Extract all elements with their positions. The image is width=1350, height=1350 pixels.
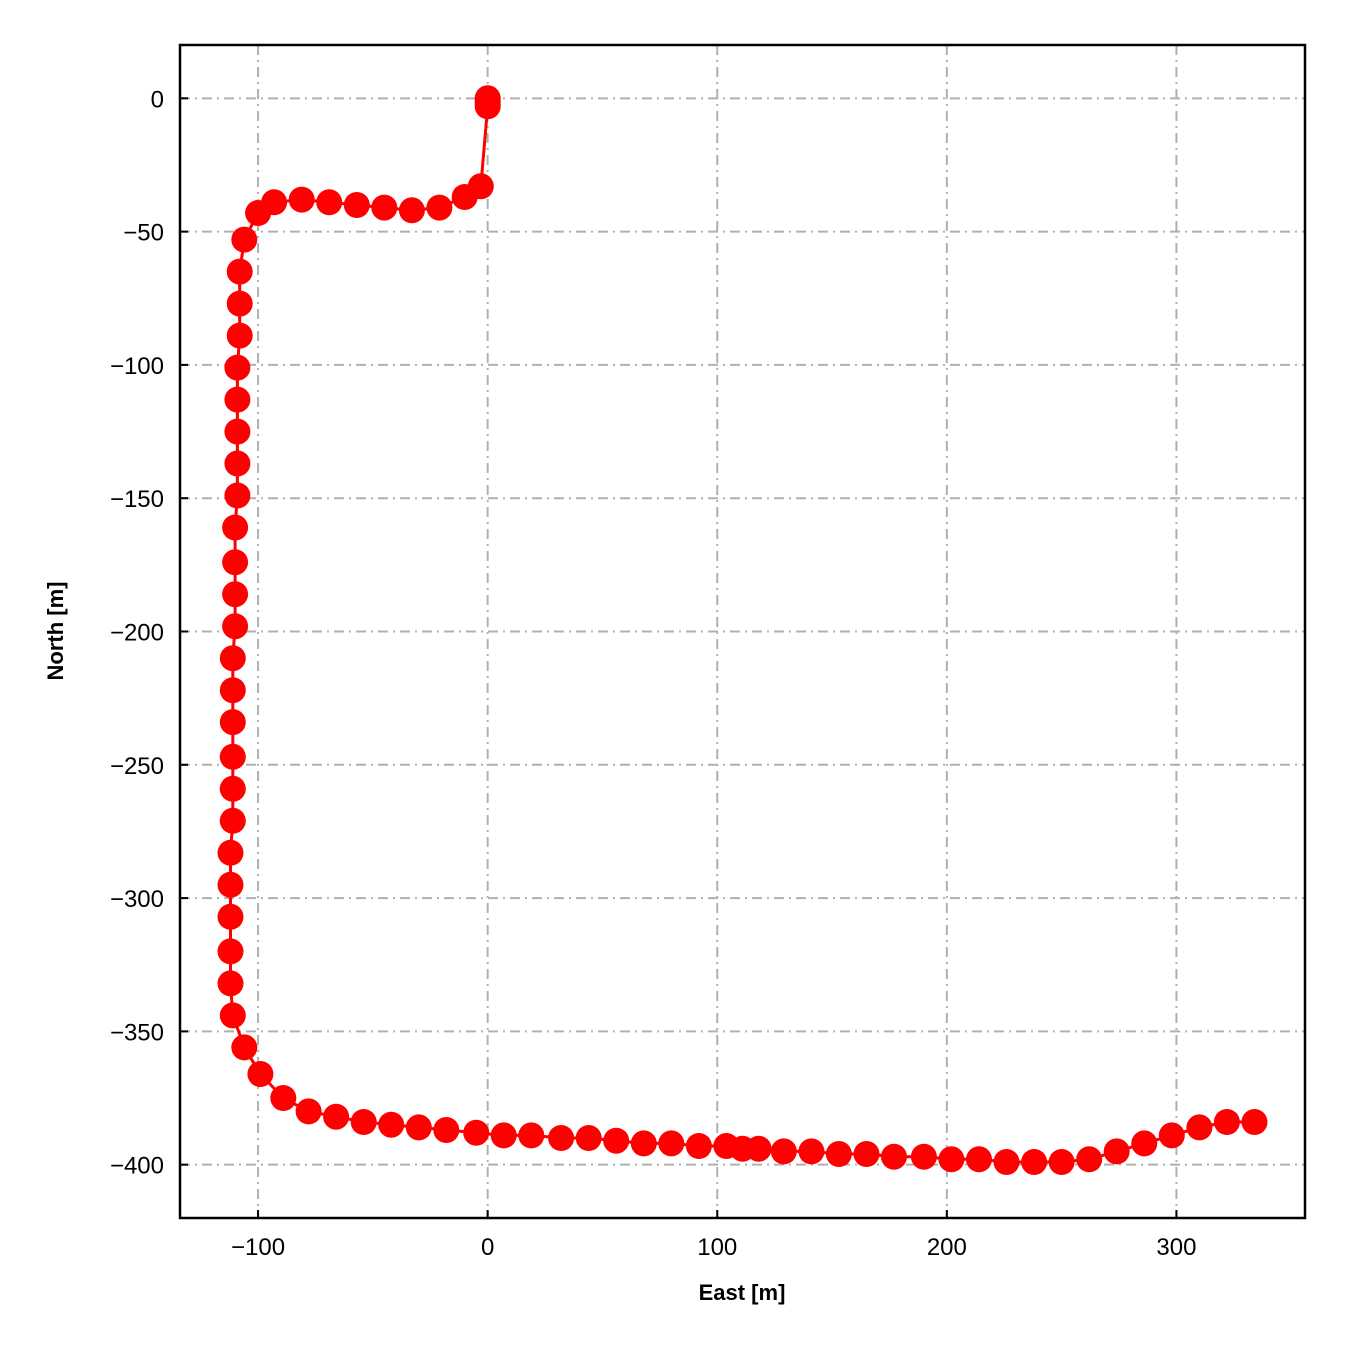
data-point [224,418,251,445]
data-point [853,1141,880,1167]
data-point [222,514,249,541]
data-point [217,903,244,930]
x-tick-label: 100 [697,1234,737,1261]
data-point [231,1034,258,1061]
data-point [217,871,244,898]
data-point [288,186,315,213]
data-point [745,1135,772,1162]
x-axis-label: East [m] [699,1280,786,1305]
data-point [1131,1130,1158,1157]
data-point [575,1125,602,1151]
data-point [474,93,501,120]
data-point [881,1143,907,1170]
y-tick-label: 0 [151,86,164,113]
data-point [350,1109,377,1135]
data-point [219,775,246,802]
data-point [1241,1109,1268,1135]
y-tick-label: −400 [110,1153,164,1180]
data-point [224,386,251,413]
data-point [270,1085,297,1111]
x-tick-label: 200 [927,1234,967,1261]
data-point [1213,1109,1240,1135]
data-point [295,1098,322,1125]
data-point [603,1127,630,1154]
data-point [770,1138,797,1165]
data-point [245,200,272,226]
data-point [658,1130,685,1157]
data-point [247,1061,274,1087]
data-point [371,194,398,221]
data-point [224,482,251,509]
data-point [219,1002,246,1029]
data-point [217,938,244,965]
y-tick-label: −200 [110,620,164,647]
data-point [1186,1114,1213,1141]
data-point [1076,1146,1103,1173]
y-tick-label: −250 [110,753,164,780]
data-point [323,1103,350,1130]
data-point [1021,1149,1048,1175]
data-point [490,1122,517,1149]
data-point [463,1119,490,1146]
data-point [219,743,246,770]
data-point [685,1133,712,1159]
data-point [231,226,258,253]
data-point [219,677,246,704]
data-point [630,1130,657,1157]
data-point [219,709,246,736]
data-point [405,1114,432,1141]
y-tick-label: −350 [110,1019,164,1046]
data-point [426,194,453,221]
data-point [222,581,249,608]
data-point [1048,1149,1075,1175]
data-point [378,1111,405,1138]
data-point [219,645,246,672]
data-point [316,189,343,216]
data-point [226,258,253,285]
data-point [343,192,370,218]
x-tick-label: 300 [1156,1234,1196,1261]
data-point [910,1143,937,1170]
data-point [217,970,244,997]
data-point [825,1141,852,1167]
data-point [433,1117,460,1143]
plot-series [217,85,1268,1175]
data-point [224,354,251,381]
x-tick-label: 0 [481,1234,494,1261]
y-tick-label: −100 [110,353,164,380]
data-point [222,613,249,640]
data-point [798,1138,825,1165]
data-point [217,839,244,866]
x-tick-label: −100 [231,1234,285,1261]
axis-ticks: −100 0 100 200 300 0 −50 −100 −150 −200 −250 −300 −3… [110,86,1197,1261]
data-point [222,549,249,576]
data-point [226,322,253,349]
data-point [938,1146,965,1173]
data-point [224,450,251,477]
data-point [219,807,246,834]
data-point [226,290,253,317]
data-point [518,1122,545,1149]
data-point [993,1149,1020,1175]
data-point [1103,1138,1130,1165]
data-point [548,1125,575,1151]
grid [180,45,1305,1218]
y-axis-label: North [m] [43,582,68,681]
y-tick-label: −50 [123,220,164,247]
y-tick-label: −300 [110,886,164,913]
data-point [1158,1122,1185,1149]
data-point [398,197,425,224]
y-tick-label: −150 [110,486,164,513]
data-point [451,184,478,210]
data-point [966,1146,992,1173]
